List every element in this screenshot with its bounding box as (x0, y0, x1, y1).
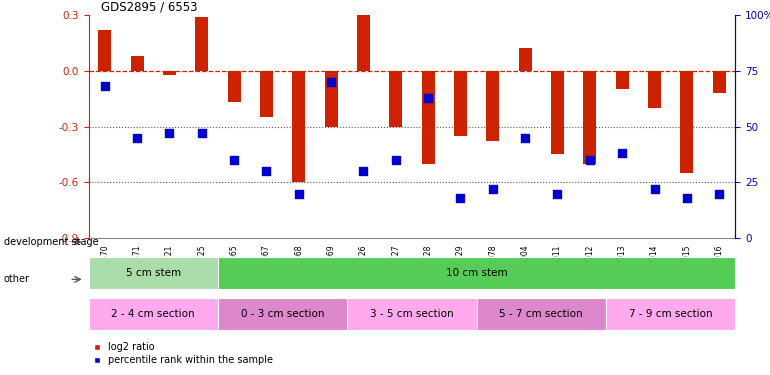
Point (584, 157, 596, 163)
Bar (616, 71, 628, 89)
Text: 5 cm stem: 5 cm stem (126, 268, 181, 278)
Bar (487, 71, 499, 141)
Bar (218, 298, 347, 330)
Point (551, 190, 564, 196)
Bar (325, 71, 337, 127)
Bar (131, 56, 143, 71)
Point (713, 190, 725, 196)
Point (390, 157, 402, 163)
Bar (347, 298, 477, 330)
Bar (519, 48, 531, 71)
Point (293, 190, 305, 196)
Bar (606, 298, 735, 330)
Bar (477, 298, 606, 330)
Point (325, 79, 337, 85)
Bar (422, 71, 434, 164)
Text: 5 - 7 cm section: 5 - 7 cm section (500, 309, 583, 319)
Bar (584, 71, 596, 164)
Bar (260, 71, 273, 117)
Text: 10 cm stem: 10 cm stem (446, 268, 507, 278)
Bar (228, 71, 240, 102)
Point (228, 157, 240, 163)
Text: 7 - 9 cm section: 7 - 9 cm section (629, 309, 712, 319)
Point (99, 83, 111, 89)
Legend: log2 ratio, percentile rank within the sample: log2 ratio, percentile rank within the s… (93, 342, 273, 365)
Point (196, 130, 208, 136)
Point (357, 168, 370, 174)
Point (260, 168, 273, 174)
Point (681, 195, 693, 201)
Point (163, 130, 176, 136)
Bar (196, 17, 208, 71)
Point (454, 195, 467, 201)
Bar (551, 71, 564, 154)
Text: 3 - 5 cm section: 3 - 5 cm section (370, 309, 454, 319)
Point (519, 135, 531, 141)
Bar (713, 71, 725, 93)
Point (648, 186, 661, 192)
Text: other: other (4, 274, 30, 284)
Bar (357, 15, 370, 71)
Point (422, 94, 434, 100)
Bar (390, 71, 402, 127)
Bar (163, 71, 176, 75)
Point (131, 135, 143, 141)
Bar (293, 71, 305, 182)
Bar (454, 71, 467, 136)
Bar (218, 257, 735, 289)
Bar (648, 71, 661, 108)
Bar (681, 71, 693, 173)
Bar (89, 257, 218, 289)
Text: GDS2895 / 6553: GDS2895 / 6553 (102, 1, 198, 14)
Text: 2 - 4 cm section: 2 - 4 cm section (112, 309, 195, 319)
Text: 0 - 3 cm section: 0 - 3 cm section (241, 309, 324, 319)
Text: development stage: development stage (4, 237, 99, 247)
Point (616, 150, 628, 156)
Bar (99, 30, 111, 71)
Bar (89, 298, 218, 330)
Point (487, 186, 499, 192)
